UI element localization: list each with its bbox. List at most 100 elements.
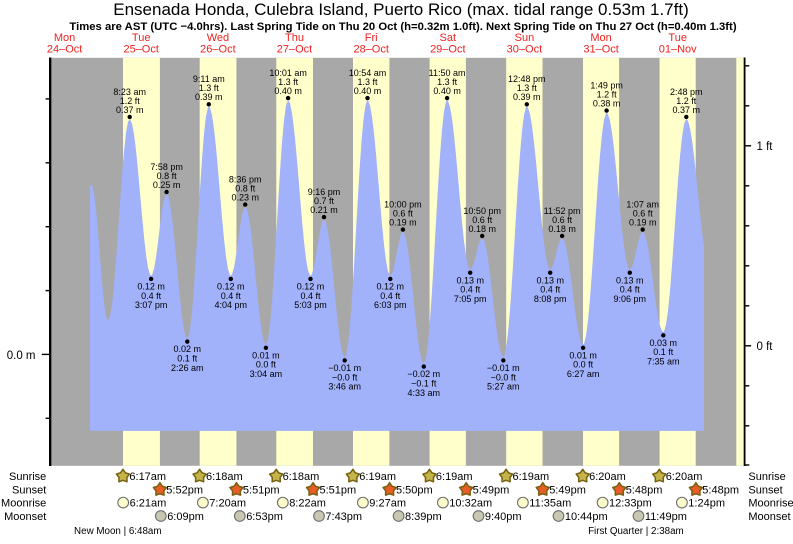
svg-text:1.3 ft: 1.3 ft (278, 77, 299, 87)
svg-text:0.13 m: 0.13 m (456, 275, 484, 285)
svg-text:8:23 am: 8:23 am (113, 87, 146, 97)
svg-text:0.01 m: 0.01 m (569, 350, 597, 360)
svg-text:1:24pm: 1:24pm (688, 498, 725, 510)
svg-text:1.2 ft: 1.2 ft (676, 96, 697, 106)
svg-text:−0.01 m: −0.01 m (487, 363, 520, 373)
svg-text:Sunset: Sunset (12, 485, 46, 497)
svg-text:6:19am: 6:19am (359, 471, 396, 483)
svg-text:6:18am: 6:18am (206, 471, 243, 483)
svg-text:Tue: Tue (668, 32, 687, 44)
svg-text:Ensenada Honda, Culebra Island: Ensenada Honda, Culebra Island, Puerto R… (113, 0, 689, 19)
svg-text:0.39 m: 0.39 m (195, 92, 223, 102)
svg-text:11:52 pm: 11:52 pm (544, 206, 581, 216)
svg-text:9:40pm: 9:40pm (485, 511, 522, 523)
svg-text:6:20am: 6:20am (589, 471, 626, 483)
svg-text:0.25 m: 0.25 m (153, 180, 181, 190)
svg-text:6:53pm: 6:53pm (246, 511, 283, 523)
svg-text:0.13 m: 0.13 m (616, 275, 644, 285)
svg-text:0.12 m: 0.12 m (377, 282, 405, 292)
svg-text:9:06 pm: 9:06 pm (614, 294, 647, 304)
svg-text:6:19am: 6:19am (436, 471, 473, 483)
svg-text:0.4 ft: 0.4 ft (380, 291, 401, 301)
svg-text:0.4 ft: 0.4 ft (221, 291, 242, 301)
svg-text:0.0 ft: 0.0 ft (256, 360, 277, 370)
svg-text:5:49pm: 5:49pm (473, 485, 510, 497)
svg-text:6:17am: 6:17am (129, 471, 166, 483)
svg-text:5:50pm: 5:50pm (396, 485, 433, 497)
svg-text:8:22am: 8:22am (289, 498, 326, 510)
svg-text:1.3 ft: 1.3 ft (437, 77, 458, 87)
svg-text:0.1 ft: 0.1 ft (177, 354, 198, 364)
svg-text:0.4 ft: 0.4 ft (540, 285, 561, 295)
svg-text:6:19am: 6:19am (513, 471, 550, 483)
svg-text:6:27 am: 6:27 am (567, 369, 600, 379)
svg-text:1:49 pm: 1:49 pm (590, 81, 623, 91)
svg-text:1.3 ft: 1.3 ft (517, 83, 538, 93)
svg-text:8:39pm: 8:39pm (405, 511, 442, 523)
svg-text:0.4 ft: 0.4 ft (300, 291, 321, 301)
svg-text:5:49pm: 5:49pm (549, 485, 586, 497)
svg-text:10:32am: 10:32am (449, 498, 492, 510)
svg-text:Moonset: Moonset (4, 511, 46, 523)
svg-text:0.12 m: 0.12 m (297, 282, 325, 292)
svg-text:Sunrise: Sunrise (9, 471, 46, 483)
svg-text:0.4 ft: 0.4 ft (620, 285, 641, 295)
svg-text:Sunrise: Sunrise (748, 471, 785, 483)
svg-text:3:07 pm: 3:07 pm (135, 300, 168, 310)
svg-text:Sunset: Sunset (748, 485, 782, 497)
svg-text:9:27am: 9:27am (369, 498, 406, 510)
svg-text:0.02 m: 0.02 m (174, 344, 202, 354)
svg-text:10:50 pm: 10:50 pm (463, 206, 501, 216)
svg-text:5:51pm: 5:51pm (320, 485, 357, 497)
svg-text:−0.02 m: −0.02 m (407, 369, 440, 379)
svg-text:2:26 am: 2:26 am (171, 363, 204, 373)
svg-text:24–Oct: 24–Oct (47, 44, 82, 56)
svg-text:0.1 ft: 0.1 ft (653, 347, 674, 357)
svg-text:Thu: Thu (285, 32, 304, 44)
svg-text:0.37 m: 0.37 m (116, 105, 144, 115)
svg-text:3:46 am: 3:46 am (328, 382, 361, 392)
svg-text:3:04 am: 3:04 am (250, 369, 283, 379)
svg-text:12:48 pm: 12:48 pm (508, 74, 546, 84)
svg-text:0.38 m: 0.38 m (593, 99, 621, 109)
svg-text:0.23 m: 0.23 m (231, 193, 259, 203)
svg-text:0.6 ft: 0.6 ft (633, 209, 654, 219)
svg-text:7:05 pm: 7:05 pm (454, 294, 487, 304)
svg-text:11:35am: 11:35am (529, 498, 571, 510)
svg-text:Moonrise: Moonrise (1, 498, 46, 510)
svg-text:1.3 ft: 1.3 ft (199, 83, 220, 93)
svg-text:1.3 ft: 1.3 ft (357, 77, 378, 87)
svg-text:0.37 m: 0.37 m (673, 105, 701, 115)
svg-text:0.12 m: 0.12 m (217, 282, 245, 292)
svg-text:31–Oct: 31–Oct (583, 44, 618, 56)
svg-text:5:48pm: 5:48pm (702, 485, 739, 497)
svg-text:0.8 ft: 0.8 ft (235, 184, 256, 194)
svg-text:2:48 pm: 2:48 pm (670, 87, 703, 97)
svg-text:0.6 ft: 0.6 ft (552, 215, 573, 225)
svg-text:4:04 pm: 4:04 pm (215, 300, 248, 310)
svg-text:1:07 am: 1:07 am (626, 200, 659, 210)
svg-text:10:00 pm: 10:00 pm (384, 200, 422, 210)
svg-text:−0.0 ft: −0.0 ft (491, 372, 517, 382)
svg-text:29–Oct: 29–Oct (430, 44, 465, 56)
svg-text:6:09pm: 6:09pm (167, 511, 204, 523)
svg-text:25–Oct: 25–Oct (123, 44, 158, 56)
svg-text:0.8 ft: 0.8 ft (157, 171, 178, 181)
svg-text:Fri: Fri (365, 32, 378, 44)
svg-text:6:21am: 6:21am (130, 498, 167, 510)
svg-text:Moonrise: Moonrise (748, 498, 793, 510)
svg-text:1 ft: 1 ft (757, 141, 774, 153)
svg-text:0.18 m: 0.18 m (548, 224, 576, 234)
svg-text:7:43pm: 7:43pm (325, 511, 362, 523)
svg-text:−0.0 ft: −0.0 ft (332, 372, 358, 382)
svg-text:0.19 m: 0.19 m (629, 218, 657, 228)
svg-text:10:54 am: 10:54 am (349, 68, 387, 78)
svg-text:Mon: Mon (54, 32, 75, 44)
svg-text:1.2 ft: 1.2 ft (597, 90, 618, 100)
svg-text:Tue: Tue (132, 32, 151, 44)
svg-text:−0.01 m: −0.01 m (328, 363, 361, 373)
svg-text:0.21 m: 0.21 m (310, 205, 338, 215)
svg-text:4:33 am: 4:33 am (408, 388, 441, 398)
svg-text:5:27 am: 5:27 am (487, 382, 520, 392)
svg-text:11:49pm: 11:49pm (645, 511, 687, 523)
